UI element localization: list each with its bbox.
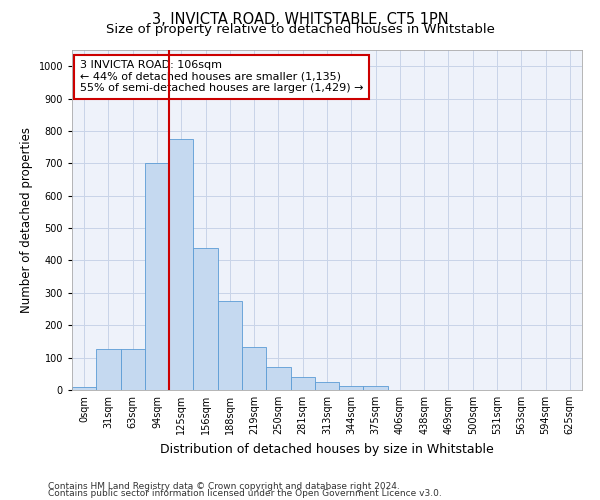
Bar	[315, 382, 339, 390]
Bar	[218, 301, 242, 390]
Text: Contains HM Land Registry data © Crown copyright and database right 2024.: Contains HM Land Registry data © Crown c…	[48, 482, 400, 491]
Bar	[169, 139, 193, 390]
Bar	[242, 347, 266, 390]
Bar	[72, 388, 96, 390]
Bar	[339, 386, 364, 390]
Text: 3 INVICTA ROAD: 106sqm
← 44% of detached houses are smaller (1,135)
55% of semi-: 3 INVICTA ROAD: 106sqm ← 44% of detached…	[80, 60, 363, 94]
Bar	[290, 377, 315, 390]
Bar	[193, 248, 218, 390]
Text: 3, INVICTA ROAD, WHITSTABLE, CT5 1PN: 3, INVICTA ROAD, WHITSTABLE, CT5 1PN	[152, 12, 448, 28]
Text: Contains public sector information licensed under the Open Government Licence v3: Contains public sector information licen…	[48, 490, 442, 498]
Bar	[266, 368, 290, 390]
Bar	[121, 348, 145, 390]
Bar	[96, 348, 121, 390]
Y-axis label: Number of detached properties: Number of detached properties	[20, 127, 33, 313]
Bar	[145, 164, 169, 390]
Text: Size of property relative to detached houses in Whitstable: Size of property relative to detached ho…	[106, 22, 494, 36]
Bar	[364, 386, 388, 390]
X-axis label: Distribution of detached houses by size in Whitstable: Distribution of detached houses by size …	[160, 442, 494, 456]
